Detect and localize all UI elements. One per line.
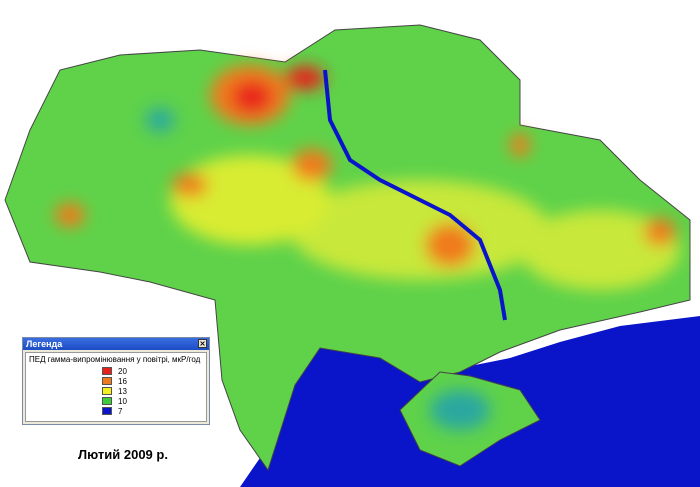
- zone: [232, 81, 272, 113]
- legend-item: 16: [26, 376, 206, 386]
- legend-swatch: [102, 387, 112, 395]
- legend-items: 20 16 13 10 7: [26, 366, 206, 416]
- legend-item: 7: [26, 406, 206, 416]
- legend-title: Легенда: [26, 339, 63, 349]
- zone: [510, 133, 530, 157]
- zone: [170, 155, 330, 245]
- legend-label: 16: [118, 376, 127, 386]
- zone: [146, 108, 174, 132]
- river: [323, 69, 507, 321]
- field: [55, 65, 680, 430]
- legend-swatch: [102, 397, 112, 405]
- zone: [425, 223, 475, 267]
- legend-label: 13: [118, 386, 127, 396]
- zone: [430, 390, 490, 430]
- zone: [520, 210, 680, 290]
- legend-heading: ПЕД гамма-випромінювання у повітрі, мкР/…: [29, 355, 201, 364]
- legend-item: 20: [26, 366, 206, 376]
- legend-titlebar: Легенда: [23, 338, 209, 350]
- legend-swatch: [102, 407, 112, 415]
- legend-swatch: [102, 377, 112, 385]
- zone: [55, 203, 85, 227]
- legend-swatch: [102, 367, 112, 375]
- legend-item: 13: [26, 386, 206, 396]
- legend-label: 20: [118, 366, 127, 376]
- zone: [292, 149, 332, 181]
- zone: [644, 218, 676, 246]
- legend: Легенда ПЕД гамма-випромінювання у повіт…: [22, 337, 210, 425]
- zone: [285, 66, 325, 90]
- legend-label: 7: [118, 406, 123, 416]
- legend-body: ПЕД гамма-випромінювання у повітрі, мкР/…: [25, 352, 207, 422]
- close-button[interactable]: [198, 339, 207, 348]
- legend-label: 10: [118, 396, 127, 406]
- caption: Лютий 2009 р.: [78, 447, 168, 462]
- zone: [172, 173, 208, 197]
- legend-item: 10: [26, 396, 206, 406]
